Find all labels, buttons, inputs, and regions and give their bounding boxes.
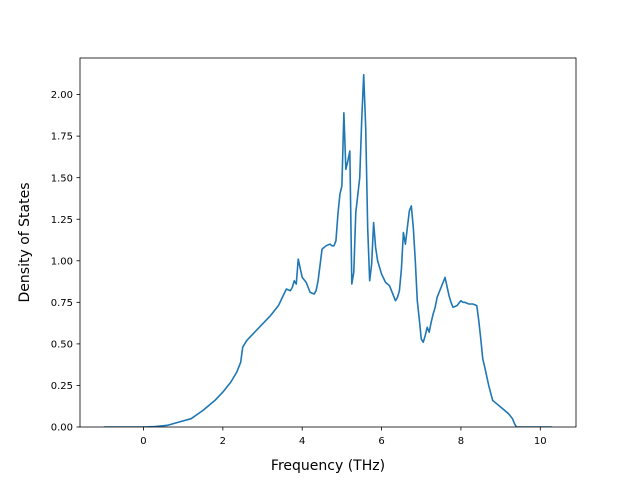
y-tick-label: 1.25 xyxy=(51,215,73,226)
y-axis-label: Density of States xyxy=(17,183,33,303)
x-tick-label: 0 xyxy=(140,436,146,447)
x-axis-ticks: 0 2 4 6 8 10 xyxy=(140,427,547,447)
dos-series-line xyxy=(103,73,553,427)
x-tick-label: 6 xyxy=(378,436,384,447)
y-tick-label: 0.25 xyxy=(51,381,73,392)
y-tick-label: 0.50 xyxy=(51,339,73,350)
y-tick-label: 1.00 xyxy=(51,256,73,267)
x-tick-label: 2 xyxy=(220,436,226,447)
plot-frame xyxy=(79,57,577,428)
x-tick-label: 10 xyxy=(534,436,547,447)
y-tick-label: 0.75 xyxy=(51,298,73,309)
y-axis-ticks: 0.00 0.25 0.50 0.75 1.00 1.25 1.50 1.75 2.00 xyxy=(51,90,80,434)
x-tick-label: 8 xyxy=(458,436,464,447)
y-tick-label: 0.00 xyxy=(51,423,73,434)
y-tick-label: 1.75 xyxy=(51,132,73,143)
y-tick-label: 1.50 xyxy=(51,173,73,184)
y-tick-label: 2.00 xyxy=(51,90,73,101)
x-tick-label: 4 xyxy=(299,436,305,447)
x-axis-label: Frequency (THz) xyxy=(271,458,385,474)
